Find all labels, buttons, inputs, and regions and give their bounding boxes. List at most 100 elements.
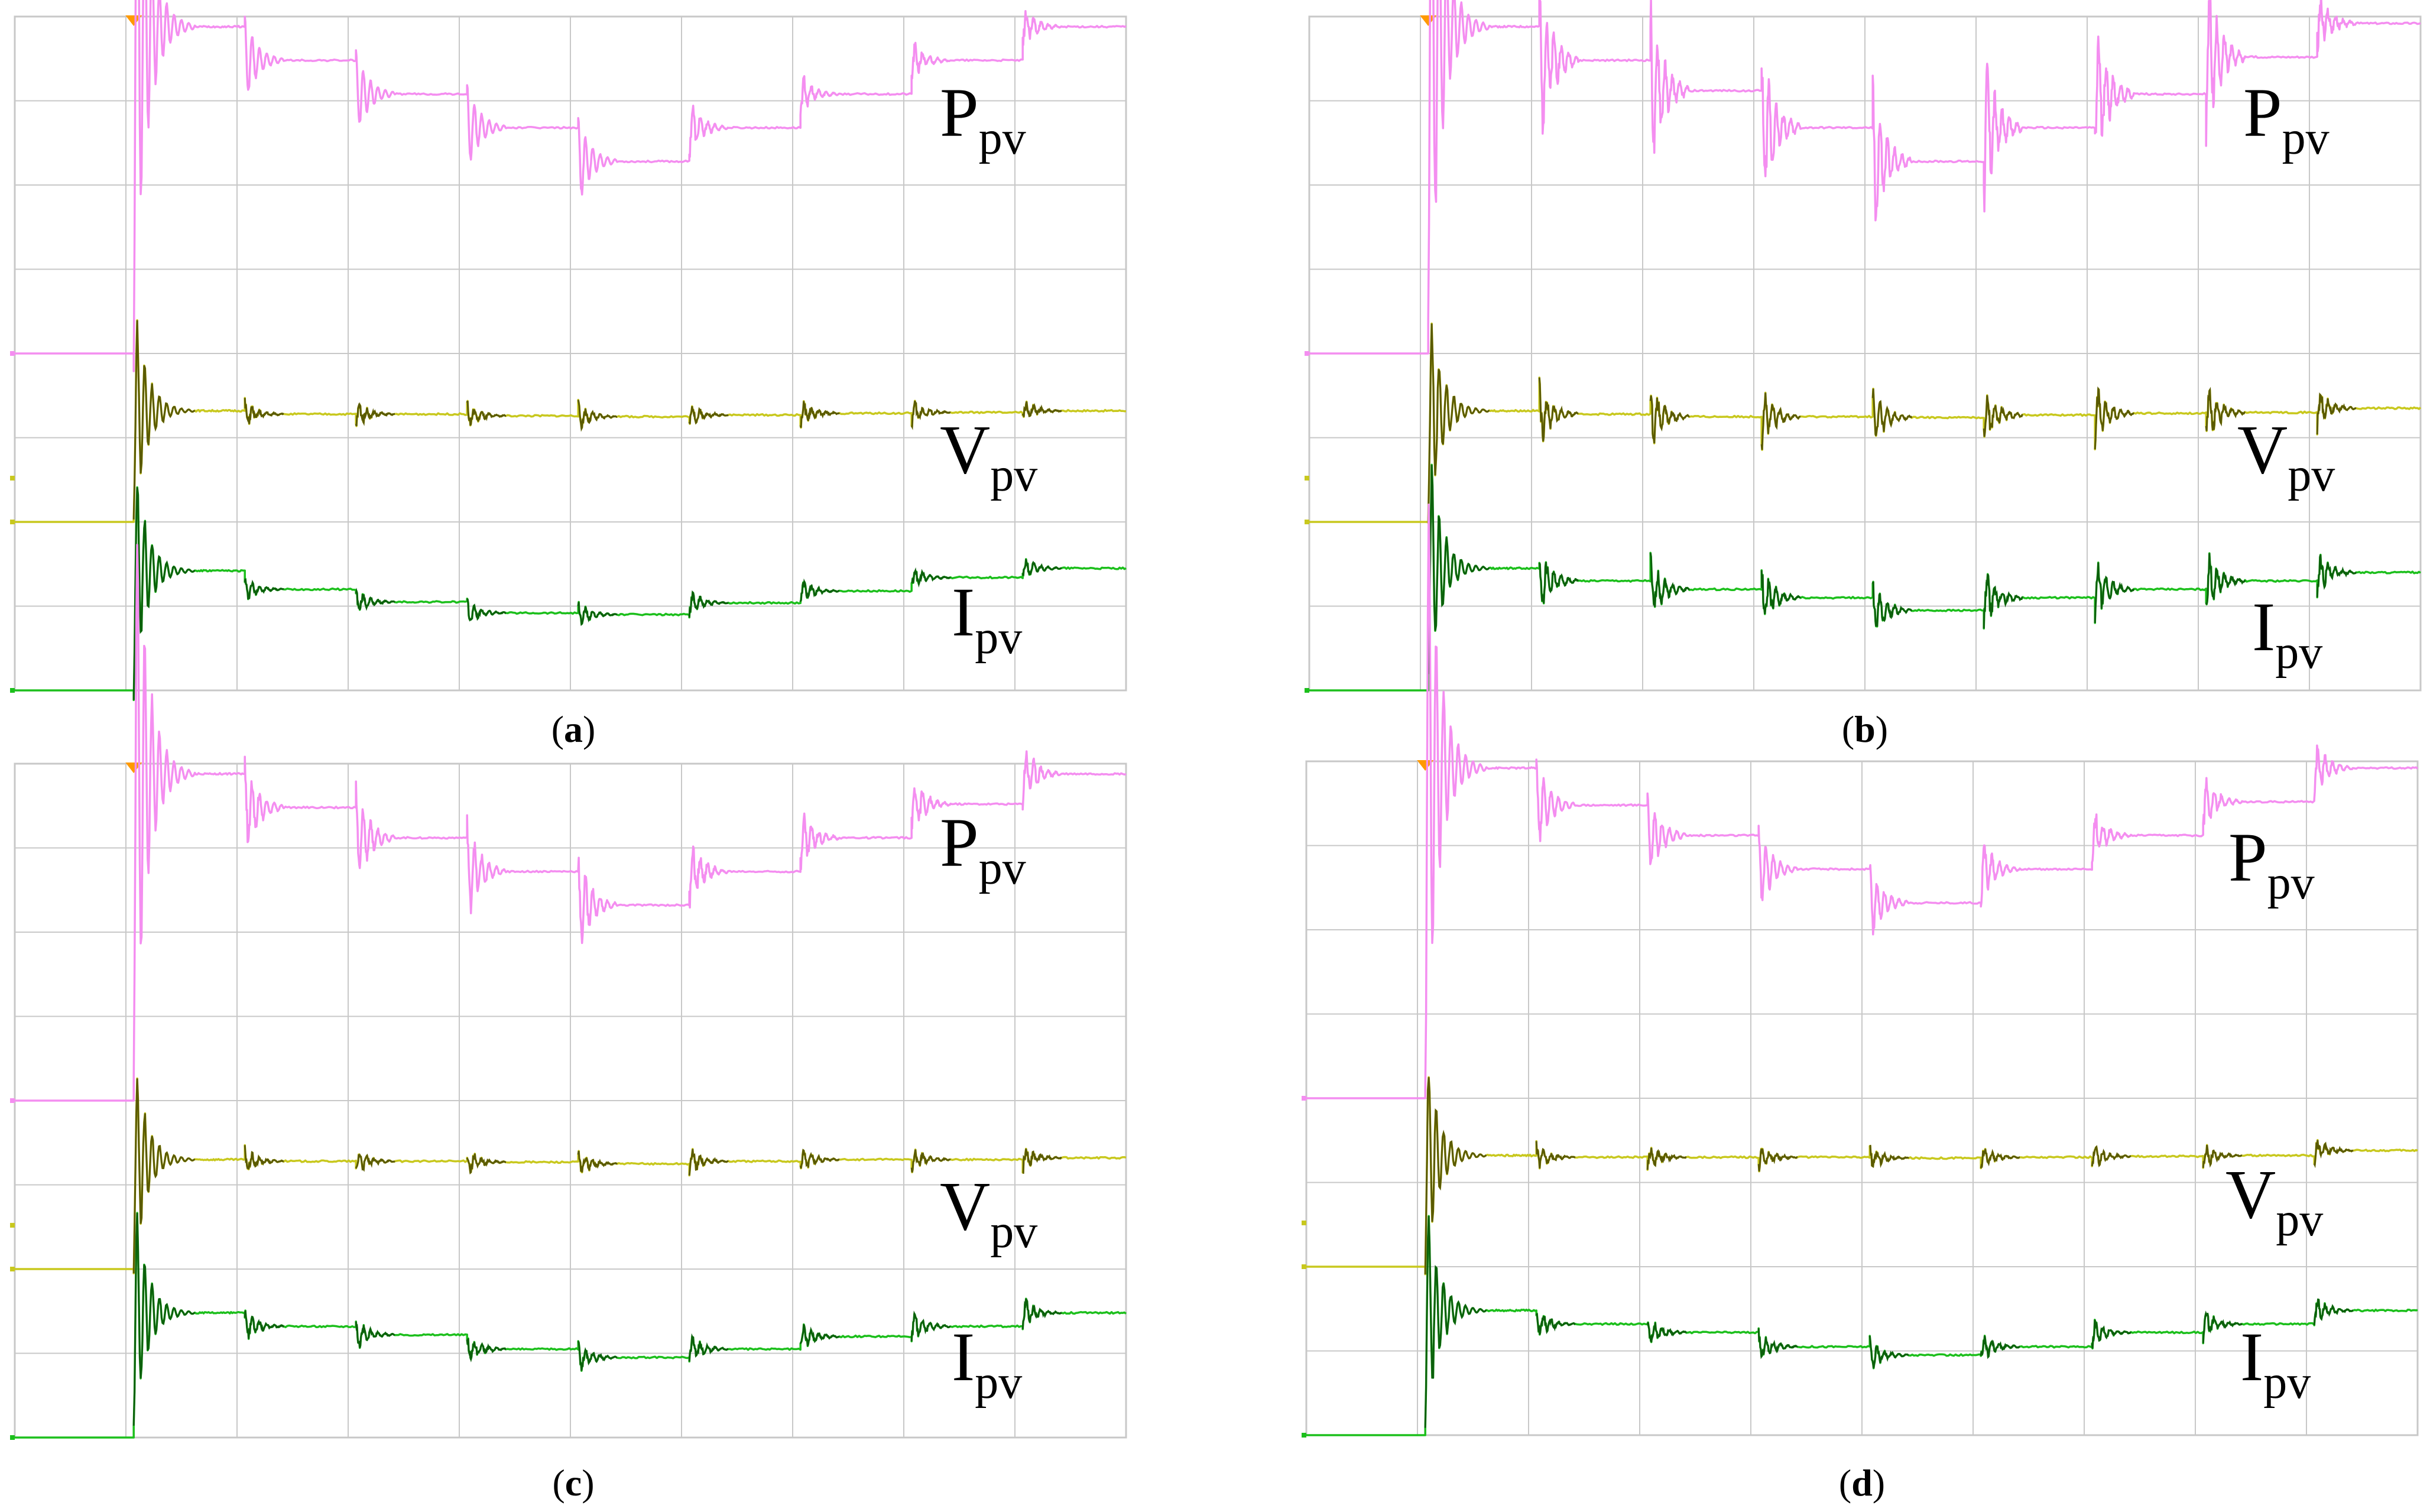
panel-c-vpv-transient xyxy=(132,1078,196,1274)
panel-d-vpv-transient xyxy=(1869,1144,1909,1169)
panel-c-channel-marker xyxy=(10,1222,15,1228)
panel-a-trigger-marker xyxy=(125,15,142,26)
panel-b-ppv-trace xyxy=(1309,0,2421,355)
panel-c-vpv-label: Vpv xyxy=(940,1167,1037,1258)
panel-b-ipv-transient xyxy=(1427,465,1490,674)
panel-a-ppv-label: Ppv xyxy=(940,74,1026,164)
panel-d-ipv-transient xyxy=(1424,1216,1487,1428)
panel-b-ppv-label: Ppv xyxy=(2243,74,2330,164)
panel-a-ipv-label: Ipv xyxy=(952,573,1022,664)
panel-b-ipv-label: Ipv xyxy=(2252,588,2322,679)
panel-c-vpv-transient xyxy=(688,1148,729,1176)
panel-b-channel-marker xyxy=(1305,688,1309,693)
panel-a-ipv-transient xyxy=(132,487,196,700)
panel-b-plot xyxy=(1305,0,2422,693)
panel-b-vpv-transient xyxy=(2205,387,2246,431)
panel-c-caption: (c) xyxy=(552,1462,594,1504)
panel-c-vpv-transient xyxy=(244,1145,284,1170)
panel-c-ipv-transient xyxy=(132,1212,196,1426)
panel-a: Ppv Vpv Ipv (a) xyxy=(10,0,1127,750)
panel-b-vpv-transient xyxy=(1649,395,1690,444)
panel-d-ipv-transient xyxy=(1646,1322,1688,1343)
panel-b-ipv-transient xyxy=(2316,554,2357,598)
panel-a-plot xyxy=(10,0,1127,702)
panel-b-ipv-transient xyxy=(1760,570,1802,615)
panel-c-vpv-transient xyxy=(577,1150,618,1173)
panel-c-ppv-label: Ppv xyxy=(940,804,1026,894)
panel-c: Ppv Vpv Ipv (c) xyxy=(10,543,1127,1504)
panel-a-ipv-transient xyxy=(799,578,840,602)
panel-d-vpv-transient xyxy=(2202,1144,2243,1169)
panel-c-ipv-transient xyxy=(244,1310,284,1339)
panel-d-vpv-transient xyxy=(1424,1077,1487,1274)
panel-a-vpv-transient xyxy=(355,402,395,427)
panel-d-channel-marker xyxy=(1302,1220,1306,1225)
panel-d-vpv-transient xyxy=(2313,1140,2354,1169)
panel-a-vpv-transient xyxy=(466,400,506,426)
panel-d: Ppv Vpv Ipv (d) xyxy=(1302,503,2419,1504)
panel-b-vpv-transient xyxy=(1760,392,1801,450)
panel-d-ipv-transient xyxy=(1980,1335,2020,1359)
panel-a-vpv-transient xyxy=(1021,401,1062,417)
panel-d-vpv-label: Vpv xyxy=(2225,1156,2323,1246)
panel-b-ipv-transient xyxy=(1983,573,2023,629)
panel-b-vpv-transient xyxy=(1983,395,2023,437)
panel-d-ipv-transient xyxy=(1757,1328,1798,1359)
panel-c-ipv-transient xyxy=(577,1341,618,1371)
panel-b-trigger-marker xyxy=(1420,15,1437,26)
panel-d-ipv-transient xyxy=(2202,1310,2243,1344)
panel-b-ipv-transient xyxy=(1649,553,1691,607)
panel-a-ipv-transient xyxy=(244,578,284,600)
panel-c-ipv-transient xyxy=(910,1310,951,1342)
panel-a-vpv-transient xyxy=(244,398,284,424)
panel-c-ipv-transient xyxy=(1021,1298,1062,1329)
panel-a-vpv-transient xyxy=(688,406,729,425)
panel-a-ipv-transient xyxy=(688,590,729,618)
panel-b-channel-marker xyxy=(1305,351,1309,356)
panel-b-vpv-transient xyxy=(2094,386,2134,450)
panel-b-vpv-transient xyxy=(1538,377,1579,442)
panel-a-ipv-transient xyxy=(466,598,507,622)
panel-a-vpv-transient xyxy=(910,400,951,430)
panel-d-vpv-transient xyxy=(1757,1148,1798,1172)
panel-d-ipv-transient xyxy=(2313,1298,2354,1326)
panel-c-channel-marker xyxy=(10,1098,15,1103)
panel-d-trigger-marker xyxy=(1417,760,1434,771)
panel-c-channel-marker xyxy=(10,1267,15,1271)
panel-b-vpv-label: Vpv xyxy=(2237,411,2335,501)
panel-a-channel-marker xyxy=(10,475,15,481)
panel-b-channel-marker xyxy=(1305,475,1309,481)
panel-d-vpv-transient xyxy=(1646,1147,1687,1170)
panel-c-ipv-transient xyxy=(688,1333,729,1362)
panel-a-ipv-transient xyxy=(911,567,951,588)
panel-b-ipv-transient xyxy=(2094,562,2135,623)
panel-c-ppv-trace xyxy=(15,543,1127,1102)
panel-c-vpv-transient xyxy=(910,1149,951,1173)
panel-c-ipv-transient xyxy=(799,1324,840,1346)
panel-d-vpv-transient xyxy=(1535,1141,1576,1169)
panel-a-vpv-transient xyxy=(132,320,196,520)
panel-d-plot xyxy=(1302,503,2419,1438)
panel-b-ipv-transient xyxy=(1871,581,1913,627)
panel-b-channel-marker xyxy=(1305,520,1309,524)
panel-c-channel-marker xyxy=(10,1435,15,1440)
panel-d-ipv-transient xyxy=(1868,1335,1909,1369)
panel-d-vpv-transient xyxy=(1980,1148,2020,1169)
panel-c-ipv-label: Ipv xyxy=(952,1318,1022,1409)
panel-a-vpv-transient xyxy=(577,400,617,432)
panel-b-ipv-transient xyxy=(1538,562,1579,603)
panel-c-trigger-marker xyxy=(125,763,142,773)
panel-d-ipv-label: Ipv xyxy=(2240,1318,2311,1409)
panel-a-ipv-transient xyxy=(355,588,396,611)
panel-a-vpv-label: Vpv xyxy=(940,411,1037,501)
panel-b-vpv-transient xyxy=(1871,388,1913,436)
panel-b-vpv-transient xyxy=(1427,323,1490,523)
panel-b-caption: (b) xyxy=(1842,708,1888,750)
panel-b: Ppv Vpv Ipv (b) xyxy=(1305,0,2422,750)
panel-d-vpv-transient xyxy=(2091,1145,2131,1168)
panel-d-ppv-trace xyxy=(1306,503,2419,1099)
panel-a-ppv-trace xyxy=(15,0,1127,372)
panel-a-ipv-transient xyxy=(1021,559,1062,576)
